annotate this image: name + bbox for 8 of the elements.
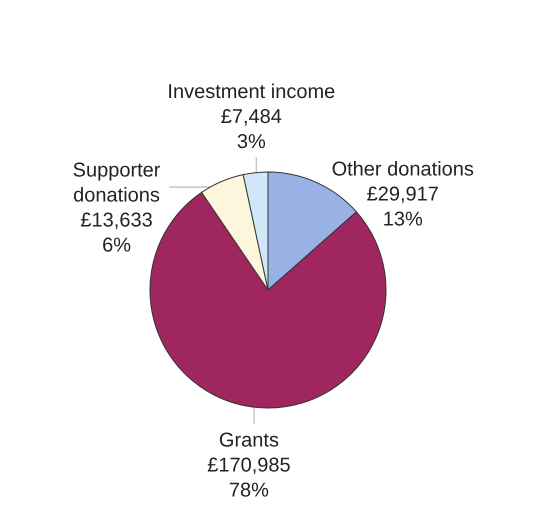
slice-label: Supporter donations xyxy=(72,159,161,206)
data-label: £7,484 3% xyxy=(220,106,282,154)
data-label: £13,633 6% xyxy=(80,209,153,256)
slice-label: Investment income xyxy=(167,81,336,104)
data-label: £170,985 78% xyxy=(207,454,291,502)
slice-label: Other donations xyxy=(332,158,474,181)
slice-label: Grants xyxy=(218,429,279,452)
data-label: £29,917 13% xyxy=(366,184,439,231)
